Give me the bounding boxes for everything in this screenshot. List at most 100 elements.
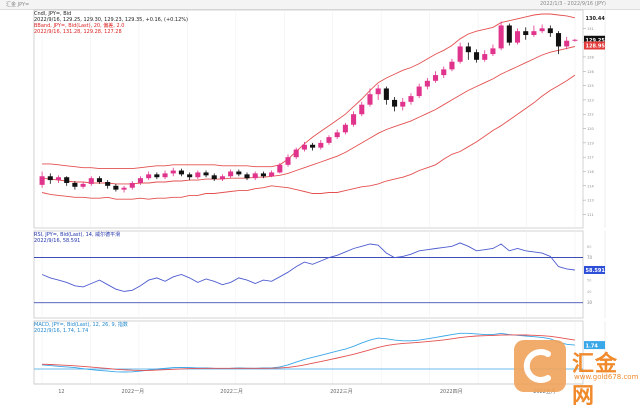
last-price-label-bg: [584, 35, 605, 44]
watermark-logo-icon: [514, 340, 566, 392]
candle-body: [121, 187, 127, 190]
candle-body: [211, 175, 217, 180]
macd-panel-info: MACD, JPY=, Bid(Last), 12, 26, 9, 指数 202…: [34, 322, 128, 334]
x-axis-label: 2022五月: [533, 389, 556, 395]
candle-body: [564, 40, 570, 47]
price-axis-tick-label: 131: [587, 27, 594, 31]
candle-body: [473, 52, 480, 60]
candle-body: [457, 46, 463, 62]
bb-mid-price-label: 128.95: [586, 44, 606, 50]
price-info-line-2: 2022/9/16, 129.25, 129.30, 129.23, 129.3…: [34, 17, 188, 23]
title-bar: 汇金 JPY= 2022/1/3 - 2022/9/16 (JPY): [0, 0, 640, 10]
candle-body: [408, 96, 414, 102]
candle-body: [326, 137, 332, 143]
last-price-label: 129.25: [586, 38, 606, 44]
x-axis-label: 12: [58, 389, 64, 395]
candle-body: [64, 177, 70, 183]
candle-body: [539, 28, 545, 32]
candle-body: [219, 176, 225, 180]
price-axis-tick-label: 116: [587, 170, 594, 174]
bband-info-line-2: 2022/9/16, 131.28, 129.28, 127.28: [34, 29, 122, 35]
candle-body: [441, 69, 447, 76]
price-axis-tick-label: 123: [587, 98, 594, 102]
candle-body: [498, 25, 504, 49]
rsi-reference-label: 30: [587, 300, 593, 305]
candle-body: [187, 174, 193, 178]
candle-body: [547, 28, 553, 34]
candle-body: [416, 86, 422, 97]
candle-body: [277, 164, 283, 173]
candle-body: [96, 178, 103, 182]
candle-body: [260, 173, 266, 177]
candle-body: [531, 31, 537, 35]
x-axis-label: 2022三月: [330, 389, 353, 395]
candle-body: [367, 94, 373, 105]
candle-body: [351, 114, 357, 125]
bb-upper-price-label: 130.44: [586, 16, 606, 22]
candle-body: [203, 172, 209, 176]
candle-body: [146, 174, 152, 179]
candle-body: [293, 149, 299, 158]
candle-body: [383, 88, 389, 100]
macd-value-label: 1.74: [586, 343, 599, 349]
candle-body: [375, 88, 381, 95]
candle-body: [318, 142, 324, 148]
candle-body: [129, 182, 135, 188]
candle-body: [105, 182, 111, 186]
candle-body: [514, 31, 521, 43]
price-axis-tick-label: 126: [587, 70, 594, 74]
candle-body: [162, 173, 168, 178]
candle-body: [523, 31, 529, 35]
price-axis-tick-label: 122: [587, 113, 594, 117]
price-info-line-1: Cndl, JPY=, Bid: [34, 11, 72, 17]
price-panel-frame: [33, 9, 584, 229]
candle-body: [47, 176, 53, 181]
rsi-axis-tick-label: 80: [587, 245, 591, 249]
candle-body: [490, 48, 496, 55]
candle-body: [39, 176, 45, 185]
candle-body: [72, 182, 78, 187]
candle-body: [424, 80, 430, 87]
candle-body: [236, 171, 242, 175]
rsi-value-label: 58.591: [586, 268, 606, 274]
macd-line: [42, 332, 575, 373]
candle-body: [572, 39, 578, 41]
macd-signal-line: [42, 334, 575, 371]
candle-body: [269, 172, 275, 177]
watermark: 汇金网 www.gold678.com: [514, 340, 638, 409]
rsi-info-line-2: 2022/9/16, 58.591: [34, 238, 81, 244]
rsi-panel-frame: [33, 230, 584, 319]
candle-body: [195, 172, 201, 178]
bb-upper-price-label-bg: [584, 13, 605, 22]
window-title: 汇金 JPY=: [6, 2, 30, 8]
bb-mid-price-label-bg: [584, 41, 605, 50]
price-axis-tick-label: 117: [587, 156, 594, 160]
candle-body: [285, 157, 291, 165]
candle-body: [228, 171, 234, 177]
candle-body: [506, 25, 512, 43]
x-axis-label: 2022二月: [220, 389, 243, 395]
macd-panel-frame: [33, 320, 584, 385]
candle-body: [342, 124, 348, 133]
candle-body: [334, 132, 340, 138]
candle-body: [55, 177, 62, 181]
candle-body: [178, 170, 184, 175]
candle-body: [555, 33, 562, 47]
macd-value-label-bg: [584, 341, 605, 350]
candle-body: [113, 185, 119, 190]
price-axis-tick-label: 119: [587, 141, 594, 145]
candle-body: [310, 144, 316, 148]
candle-body: [154, 174, 160, 178]
candle-body: [433, 75, 439, 81]
rsi-value-label-bg: [584, 265, 605, 274]
price-axis-tick-label: 114: [587, 184, 594, 188]
candle-body: [359, 104, 365, 115]
macd-info-line-1: MACD, JPY=, Bid(Last), 12, 26, 9, 指数: [34, 322, 128, 328]
macd-info-line-2: 2022/9/16, 1.74, 1.74: [34, 328, 89, 334]
rsi-info-line-1: RSI, JPY=, Bid(Last), 14, 威尔德平滑: [34, 232, 121, 238]
chart-canvas[interactable]: 1111131141161171191201221231251261281291…: [0, 0, 640, 400]
candle-body: [301, 144, 307, 150]
candle-body: [80, 183, 86, 187]
price-panel-info: Cndl, JPY=, Bid 2022/9/16, 129.25, 129.3…: [34, 11, 188, 35]
